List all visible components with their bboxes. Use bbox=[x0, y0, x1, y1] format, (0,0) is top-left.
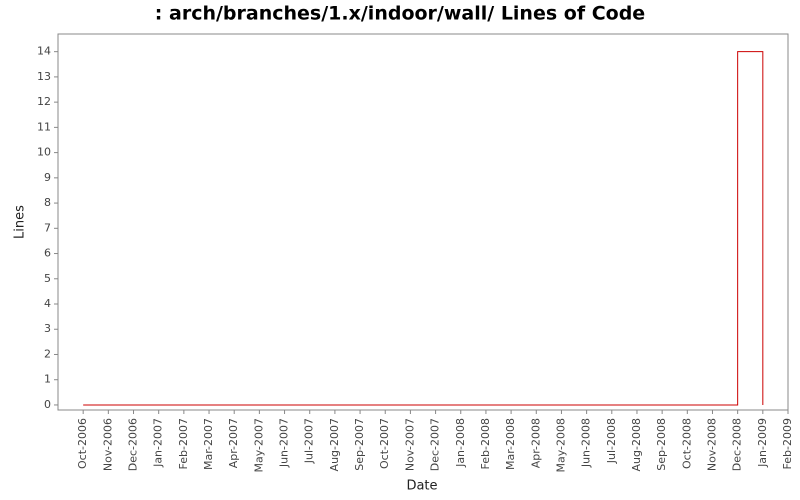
y-tick-label: 1 bbox=[44, 373, 51, 386]
x-tick-label: Oct-2007 bbox=[378, 418, 391, 469]
y-tick-label: 10 bbox=[37, 146, 51, 159]
x-tick-label: Feb-2008 bbox=[479, 418, 492, 469]
x-tick-label: Jun-2008 bbox=[580, 418, 593, 468]
x-tick-label: Aug-2008 bbox=[630, 418, 643, 471]
y-tick-label: 2 bbox=[44, 347, 51, 360]
x-tick-label: Dec-2008 bbox=[731, 418, 744, 471]
y-tick-label: 5 bbox=[44, 272, 51, 285]
x-tick-label: Jan-2007 bbox=[152, 418, 165, 468]
y-tick-label: 8 bbox=[44, 196, 51, 209]
x-tick-label: Nov-2006 bbox=[101, 418, 114, 471]
x-tick-label: Sep-2007 bbox=[353, 418, 366, 471]
x-tick-label: May-2007 bbox=[252, 418, 265, 473]
x-axis-label: Date bbox=[406, 479, 437, 494]
x-tick-label: Dec-2007 bbox=[429, 418, 442, 471]
y-tick-label: 6 bbox=[44, 247, 51, 260]
x-tick-label: Apr-2008 bbox=[529, 418, 542, 468]
y-tick-label: 7 bbox=[44, 221, 51, 234]
x-tick-label: Mar-2007 bbox=[202, 418, 215, 470]
x-tick-label: Oct-2006 bbox=[76, 418, 89, 469]
x-tick-label: Jul-2008 bbox=[605, 418, 618, 464]
y-tick-label: 13 bbox=[37, 70, 51, 83]
y-axis-label: Lines bbox=[13, 205, 28, 239]
y-tick-label: 11 bbox=[37, 120, 51, 133]
x-tick-label: Feb-2009 bbox=[781, 418, 794, 469]
x-tick-label: Dec-2006 bbox=[127, 418, 140, 471]
y-tick-label: 9 bbox=[44, 171, 51, 184]
x-tick-label: Nov-2008 bbox=[705, 418, 718, 471]
data-line bbox=[83, 51, 764, 406]
x-tick-label: May-2008 bbox=[554, 418, 567, 473]
x-tick-label: Jul-2007 bbox=[303, 418, 316, 464]
y-tick-label: 3 bbox=[44, 322, 51, 335]
chart-title: : arch/branches/1.x/indoor/wall/ Lines o… bbox=[155, 3, 645, 25]
x-tick-label: Jan-2008 bbox=[454, 418, 467, 468]
x-tick-label: Apr-2007 bbox=[227, 418, 240, 468]
x-tick-label: Sep-2008 bbox=[655, 418, 668, 471]
x-tick-label: Jan-2009 bbox=[756, 418, 769, 468]
x-tick-label: Feb-2007 bbox=[177, 418, 190, 469]
plot-area bbox=[57, 33, 789, 411]
x-tick-label: Oct-2008 bbox=[680, 418, 693, 469]
y-tick-label: 4 bbox=[44, 297, 51, 310]
x-tick-label: Mar-2008 bbox=[504, 418, 517, 470]
x-tick-label: Nov-2007 bbox=[403, 418, 416, 471]
y-tick-label: 14 bbox=[37, 45, 51, 58]
y-tick-label: 0 bbox=[44, 398, 51, 411]
x-tick-label: Jun-2007 bbox=[278, 418, 291, 468]
x-tick-label: Aug-2007 bbox=[328, 418, 341, 471]
y-tick-label: 12 bbox=[37, 95, 51, 108]
